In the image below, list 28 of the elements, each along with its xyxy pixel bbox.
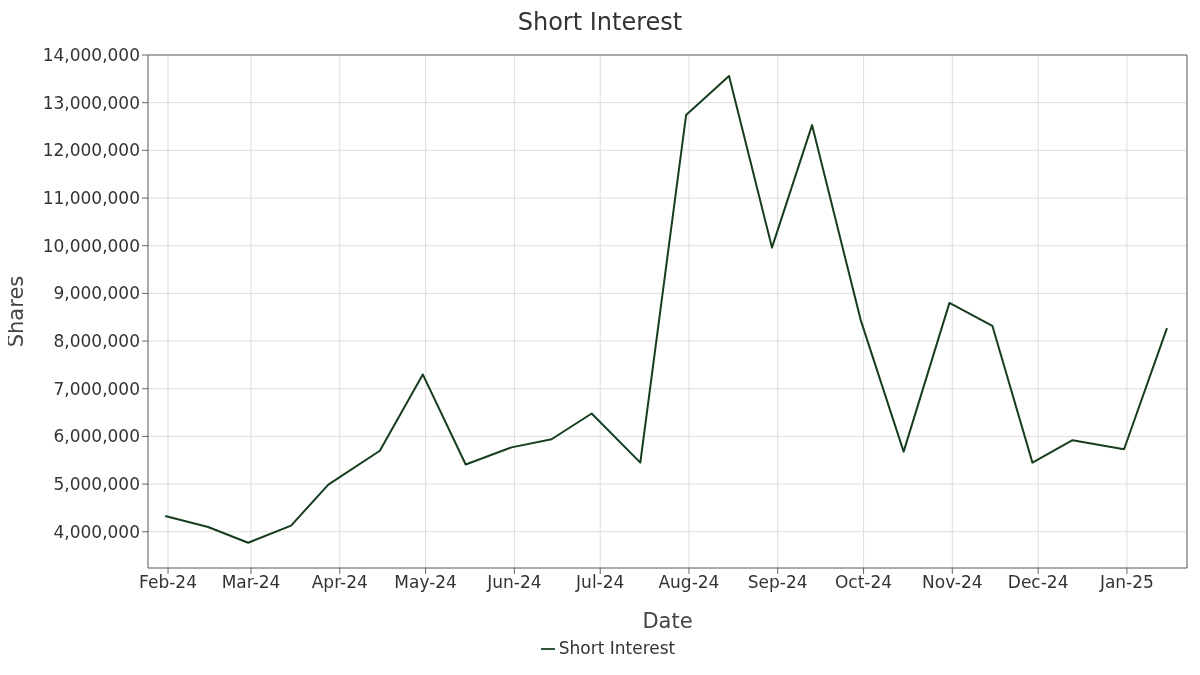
y-tick-label: 14,000,000 — [42, 45, 140, 66]
y-tick-label: 12,000,000 — [42, 140, 140, 161]
chart-title: Short Interest — [516, 8, 684, 36]
y-tick-label: 13,000,000 — [42, 92, 140, 113]
x-tick-label: Jul-24 — [575, 572, 625, 593]
x-tick-label: Jan-25 — [1098, 572, 1154, 593]
y-tick-label: 9,000,000 — [53, 283, 140, 304]
x-tick-label: Mar-24 — [221, 572, 281, 593]
y-tick-label: 4,000,000 — [53, 521, 140, 542]
x-tick-label: Apr-24 — [311, 572, 368, 593]
line-series — [164, 74, 1168, 544]
y-tick-label: 11,000,000 — [42, 188, 140, 209]
x-tick-label: Aug-24 — [658, 572, 720, 593]
x-tick-label: Jun-24 — [486, 572, 542, 593]
y-tick-label: 7,000,000 — [53, 378, 140, 399]
y-tick-label: 8,000,000 — [53, 331, 140, 352]
x-tick-label: Nov-24 — [922, 572, 983, 593]
x-tick-label: Dec-24 — [1007, 572, 1069, 593]
x-tick-label: Feb-24 — [139, 572, 197, 593]
y-axis-title: Shares — [4, 275, 29, 348]
y-tick-label: 10,000,000 — [42, 235, 140, 256]
y-tick-label: 5,000,000 — [53, 474, 140, 495]
legend-label: Short Interest — [558, 638, 676, 658]
y-tick-label: 6,000,000 — [53, 426, 140, 447]
x-tick-label: Oct-24 — [834, 572, 893, 593]
x-tick-label: May-24 — [394, 572, 457, 593]
x-axis-title: Date — [642, 609, 693, 633]
x-tick-label: Sep-24 — [747, 572, 808, 593]
